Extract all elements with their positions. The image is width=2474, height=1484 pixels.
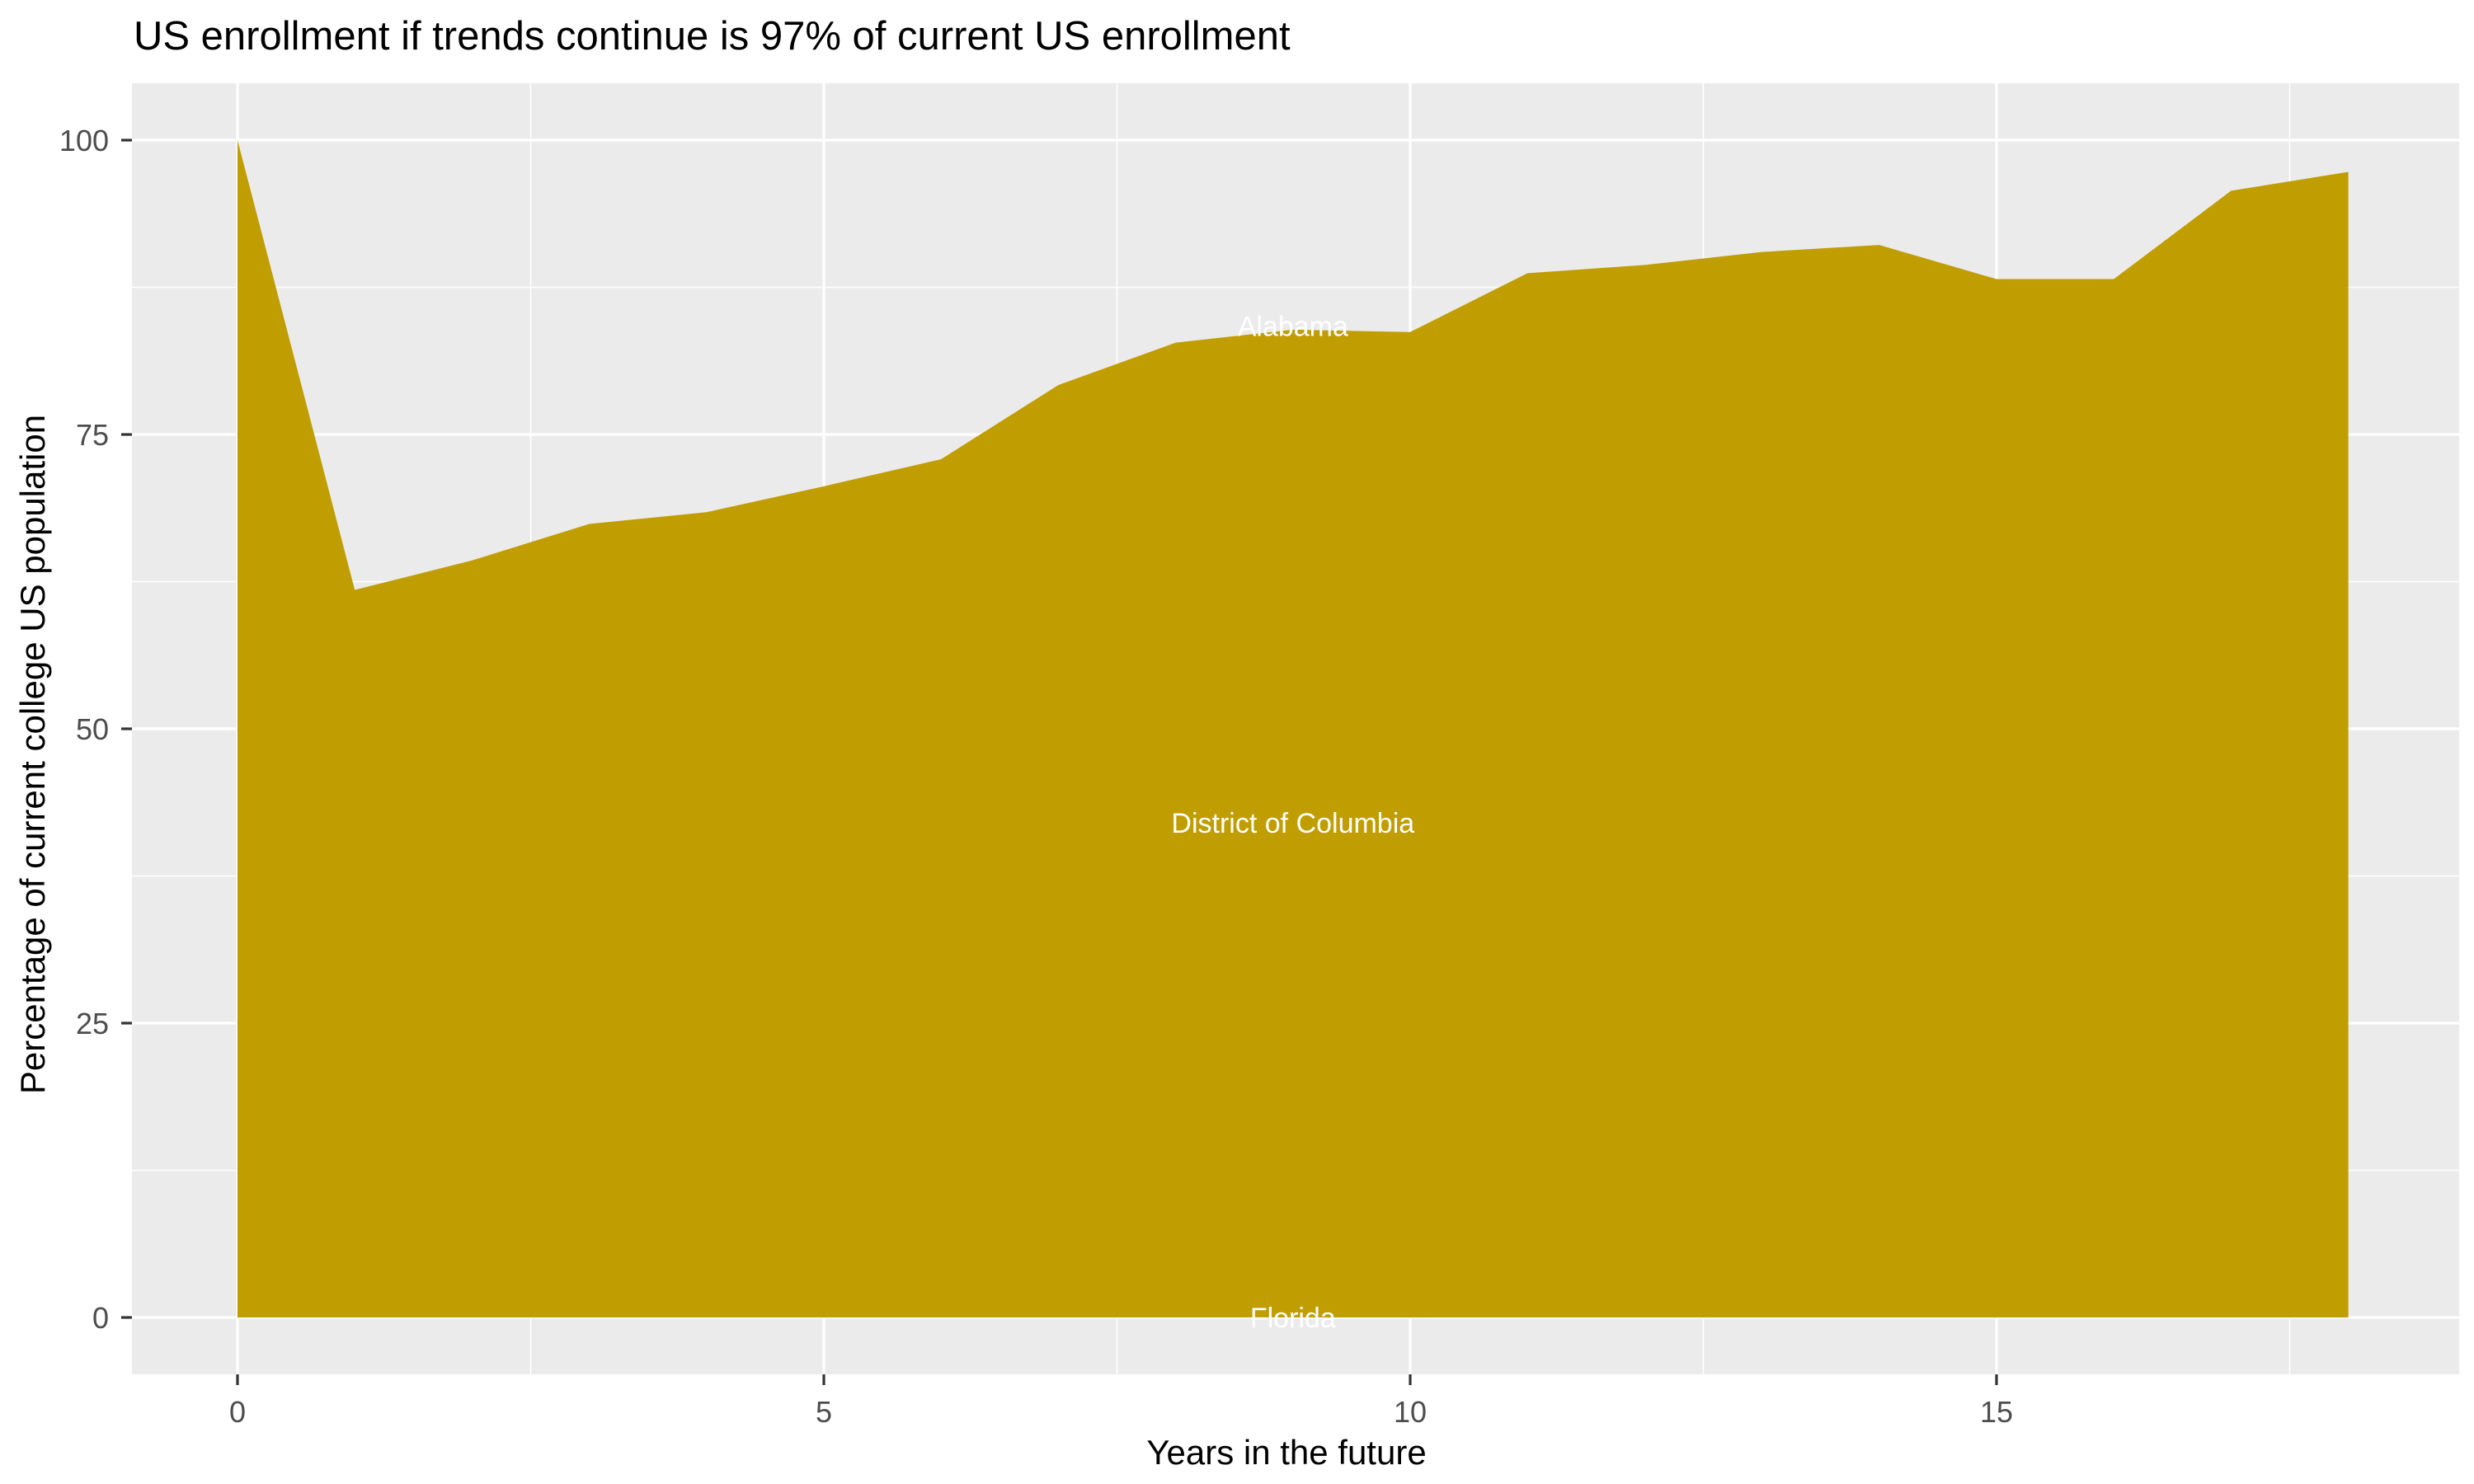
y-tick-label: 0 [92,1301,109,1335]
y-tick-label: 75 [76,418,109,452]
state-label: Florida [1250,1303,1336,1334]
state-label: District of Columbia [1171,808,1414,839]
x-tick-label: 15 [1980,1395,2013,1429]
x-axis-title: Years in the future [0,1433,2474,1472]
y-axis-title: Percentage of current college US populat… [13,414,52,1095]
chart-title: US enrollment if trends continue is 97% … [134,14,1291,59]
x-tick-label: 10 [1394,1395,1427,1429]
x-axis-title-text: Years in the future [1146,1433,1427,1472]
state-label: Alabama [1238,312,1348,343]
y-tick-label: 50 [76,712,109,746]
enrollment-area [238,140,2349,1317]
x-tick-label: 5 [816,1395,832,1429]
x-tick-label: 0 [229,1395,246,1429]
y-tick-label: 100 [59,124,109,157]
y-tick-label: 25 [76,1007,109,1040]
